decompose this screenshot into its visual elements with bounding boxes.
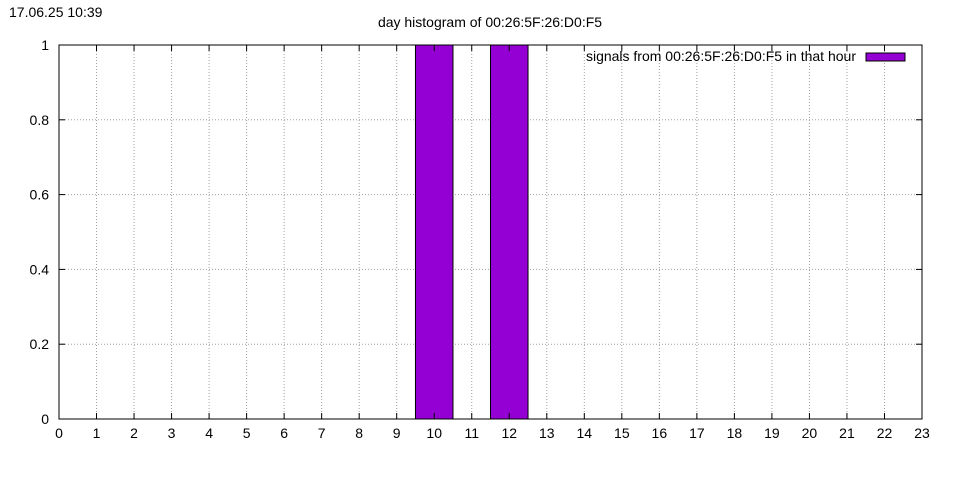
x-tick-label: 22: [877, 425, 893, 441]
x-tick-label: 12: [501, 425, 517, 441]
axis-ticks: 0 1 2 3 4 5 6 7 8 9 10 11 12 13 14 15 16 17 18 19 20 21 22 2300…: [30, 37, 930, 441]
y-tick-label: 0: [41, 411, 49, 427]
x-tick-label: 5: [243, 425, 251, 441]
x-tick-label: 1: [93, 425, 101, 441]
x-tick-label: 20: [802, 425, 818, 441]
bars: [414, 44, 529, 420]
x-tick-label: 11: [464, 425, 479, 441]
x-tick-label: 23: [914, 425, 930, 441]
x-tick-label: 9: [393, 425, 401, 441]
chart-title: day histogram of 00:26:5F:26:D0:F5: [378, 14, 602, 30]
bar-hour-12: [490, 44, 529, 420]
x-tick-label: 2: [130, 425, 138, 441]
x-tick-label: 6: [280, 425, 288, 441]
bar-hour-10: [414, 44, 454, 420]
x-tick-label: 17: [689, 425, 705, 441]
legend: signals from 00:26:5F:26:D0:F5 in that h…: [586, 48, 906, 64]
y-tick-label: 1: [41, 37, 49, 53]
x-tick-label: 10: [426, 425, 442, 441]
y-tick-label: 0.6: [30, 187, 50, 203]
x-tick-label: 15: [614, 425, 630, 441]
plot-frame: [58, 44, 923, 420]
x-tick-label: 8: [355, 425, 363, 441]
x-tick-label: 18: [727, 425, 743, 441]
x-tick-label: 13: [539, 425, 555, 441]
legend-swatch: [865, 52, 906, 62]
timestamp: 17.06.25 10:39: [9, 4, 103, 20]
x-tick-label: 7: [318, 425, 326, 441]
y-tick-label: 0.8: [30, 112, 50, 128]
x-tick-label: 4: [205, 425, 213, 441]
legend-label: signals from 00:26:5F:26:D0:F5 in that h…: [586, 48, 856, 64]
x-tick-label: 3: [168, 425, 176, 441]
x-tick-label: 14: [577, 425, 593, 441]
x-tick-label: 0: [55, 425, 63, 441]
y-tick-label: 0.2: [30, 336, 50, 352]
x-tick-label: 19: [764, 425, 780, 441]
y-tick-label: 0.4: [30, 261, 50, 277]
x-tick-label: 16: [652, 425, 668, 441]
x-tick-label: 21: [839, 425, 855, 441]
